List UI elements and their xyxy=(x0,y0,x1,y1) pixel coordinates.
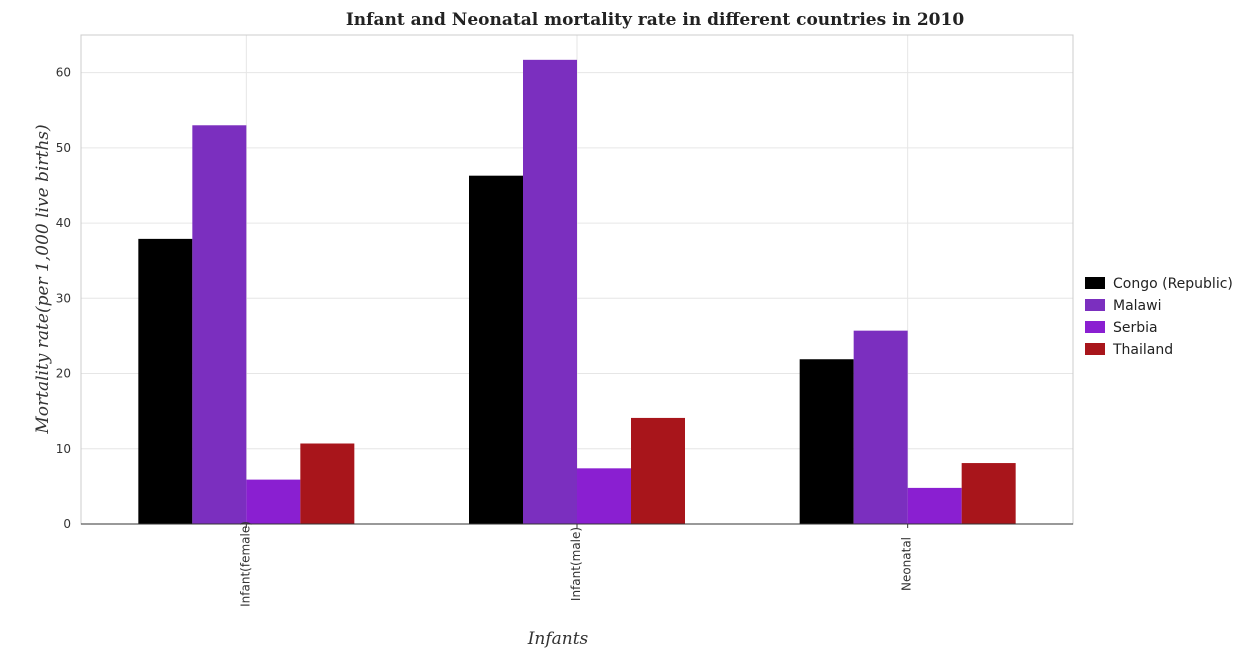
y-tick-label: 60 xyxy=(56,66,71,80)
legend-label: Congo (Republic) xyxy=(1113,276,1233,292)
legend-label: Serbia xyxy=(1113,320,1158,336)
legend-swatch xyxy=(1085,277,1105,289)
bars xyxy=(138,59,1016,525)
legend-swatch xyxy=(1085,299,1105,311)
legend-label: Thailand xyxy=(1112,342,1173,358)
y-axis-label: Mortality rate(per 1,000 live births) xyxy=(33,124,53,434)
axes: 0 10 20 30 40 50 60 Infant(female) Infant(male) N… xyxy=(56,34,1074,607)
x-tick-label: Infant(female) xyxy=(238,521,252,607)
bar xyxy=(138,238,193,525)
legend-swatch xyxy=(1085,321,1105,333)
chart-title: Infant and Neonatal mortality rate in di… xyxy=(346,10,964,30)
y-tick-label: 50 xyxy=(56,141,71,155)
x-tick-label: Neonatal xyxy=(900,537,914,591)
y-tick-label: 10 xyxy=(56,442,71,456)
bar xyxy=(469,175,523,525)
bar xyxy=(853,330,908,524)
x-tick-label: Infant(male) xyxy=(569,527,583,601)
bar xyxy=(192,125,247,525)
bar xyxy=(961,463,1016,524)
legend-swatch xyxy=(1085,343,1105,355)
legend-box xyxy=(1082,265,1230,365)
bar xyxy=(907,487,962,524)
y-tick-label: 40 xyxy=(56,216,71,230)
bar xyxy=(300,443,355,524)
bar xyxy=(799,359,854,524)
bar xyxy=(631,417,685,524)
y-tick-label: 20 xyxy=(56,367,71,381)
bar xyxy=(523,59,577,525)
legend-label: Malawi xyxy=(1113,298,1161,314)
bar xyxy=(577,468,631,524)
y-tick-label: 0 xyxy=(63,517,71,531)
x-axis-label: Infants xyxy=(527,629,589,649)
y-tick-label: 30 xyxy=(56,291,71,305)
bar xyxy=(246,479,301,524)
legend: Congo (Republic) Malawi Serbia Thailand xyxy=(1082,265,1233,365)
